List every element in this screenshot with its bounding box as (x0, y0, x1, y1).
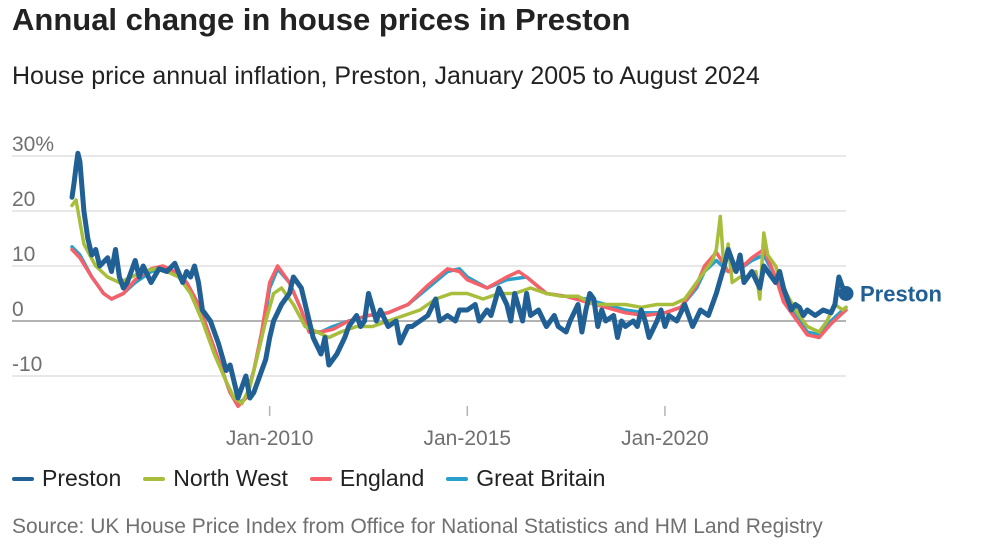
x-tick-label: Jan-2015 (424, 427, 512, 450)
source-note: Source: UK House Price Index from Office… (12, 515, 823, 538)
end-marker-group: Preston (838, 282, 942, 307)
legend-swatch-great-britain (446, 476, 469, 481)
legend-item-great-britain: Great Britain (446, 465, 605, 492)
end-marker-preston (838, 286, 854, 301)
y-tick-label: -10 (12, 353, 42, 376)
legend-item-england: England (309, 465, 425, 492)
chart-subtitle: House price annual inflation, Preston, J… (12, 62, 760, 90)
y-tick-label: 20 (12, 188, 35, 211)
legend-label-england: England (339, 465, 425, 491)
y-tick-label: 0 (12, 298, 24, 321)
line-chart: 30% 20 10 0 -10 Jan-2010 Jan-2015 Jan-2020 Pre… (12, 133, 942, 450)
legend-item-north-west: North West (143, 465, 288, 492)
legend-swatch-england (309, 476, 332, 481)
x-tick-label: Jan-2010 (226, 427, 314, 450)
legend-item-preston: Preston (12, 465, 121, 492)
y-axis-ticks: 30% 20 10 0 -10 (12, 133, 54, 376)
series-line-preston (69, 150, 849, 401)
legend-label-preston: Preston (42, 465, 122, 491)
y-tick-label: 30% (12, 133, 54, 156)
legend-label-great-britain: Great Britain (476, 465, 606, 491)
legend-swatch-north-west (143, 476, 166, 481)
legend: Preston North West England Great Britain (12, 465, 627, 492)
legend-label-north-west: North West (173, 465, 288, 491)
end-label-preston: Preston (860, 282, 942, 307)
x-tick-label: Jan-2020 (621, 427, 709, 450)
y-tick-label: 10 (12, 243, 35, 266)
x-axis-ticks: Jan-2010 Jan-2015 Jan-2020 (226, 406, 709, 450)
legend-swatch-preston (12, 476, 34, 481)
page-title: Annual change in house prices in Preston (12, 2, 631, 37)
series-line-north-west (70, 198, 848, 406)
series-lines (69, 150, 849, 409)
